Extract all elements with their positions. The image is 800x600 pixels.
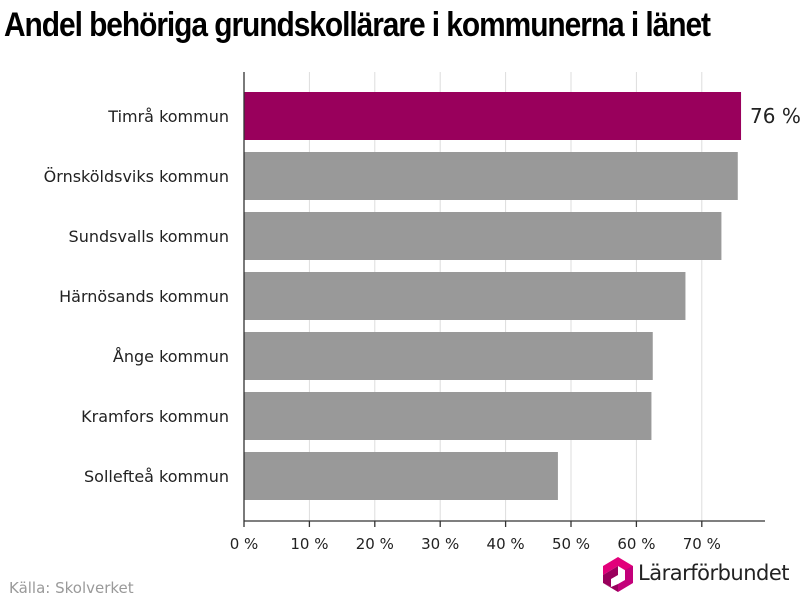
x-tick-label-2: 20 % bbox=[356, 535, 394, 553]
chart-title: Andel behöriga grundskollärare i kommune… bbox=[4, 6, 711, 44]
x-axis: 0 % 10 % 20 % 30 % 40 % 50 % 60 % 70 % bbox=[230, 72, 765, 553]
category-label-4: Ånge kommun bbox=[113, 347, 229, 366]
bar-6 bbox=[244, 452, 558, 500]
category-label-3: Härnösands kommun bbox=[59, 287, 229, 306]
bar-chart: Timrå kommun Örnsköldsviks kommun Sundsval… bbox=[44, 72, 800, 553]
bar-0 bbox=[244, 92, 742, 140]
hexagon-logo-icon bbox=[603, 557, 633, 592]
data-label-0: 76 % bbox=[750, 104, 800, 128]
category-label-5: Kramfors kommun bbox=[81, 407, 229, 426]
x-tick-label-3: 30 % bbox=[421, 535, 459, 553]
bar-4 bbox=[244, 332, 653, 380]
x-tick-label-4: 40 % bbox=[487, 535, 525, 553]
x-tick-label-6: 60 % bbox=[617, 535, 655, 553]
x-tick-label-1: 10 % bbox=[290, 535, 328, 553]
category-label-0: Timrå kommun bbox=[107, 107, 229, 126]
bar-5 bbox=[244, 392, 652, 440]
bars bbox=[244, 92, 742, 500]
brand-logo: Lärarförbundet bbox=[601, 556, 796, 594]
x-tick-label-7: 70 % bbox=[683, 535, 721, 553]
bar-2 bbox=[244, 212, 722, 260]
data-labels: 76 % bbox=[750, 104, 800, 128]
category-label-1: Örnsköldsviks kommun bbox=[44, 167, 229, 186]
bar-3 bbox=[244, 272, 686, 320]
brand-logo-text: Lärarförbundet bbox=[638, 561, 790, 585]
category-label-2: Sundsvalls kommun bbox=[69, 227, 229, 246]
source-note: Källa: Skolverket bbox=[9, 579, 134, 597]
x-tick-label-0: 0 % bbox=[230, 535, 259, 553]
x-tick-label-5: 50 % bbox=[552, 535, 590, 553]
bar-1 bbox=[244, 152, 738, 200]
category-label-6: Sollefteå kommun bbox=[84, 467, 229, 486]
category-labels: Timrå kommun Örnsköldsviks kommun Sundsval… bbox=[44, 107, 229, 486]
